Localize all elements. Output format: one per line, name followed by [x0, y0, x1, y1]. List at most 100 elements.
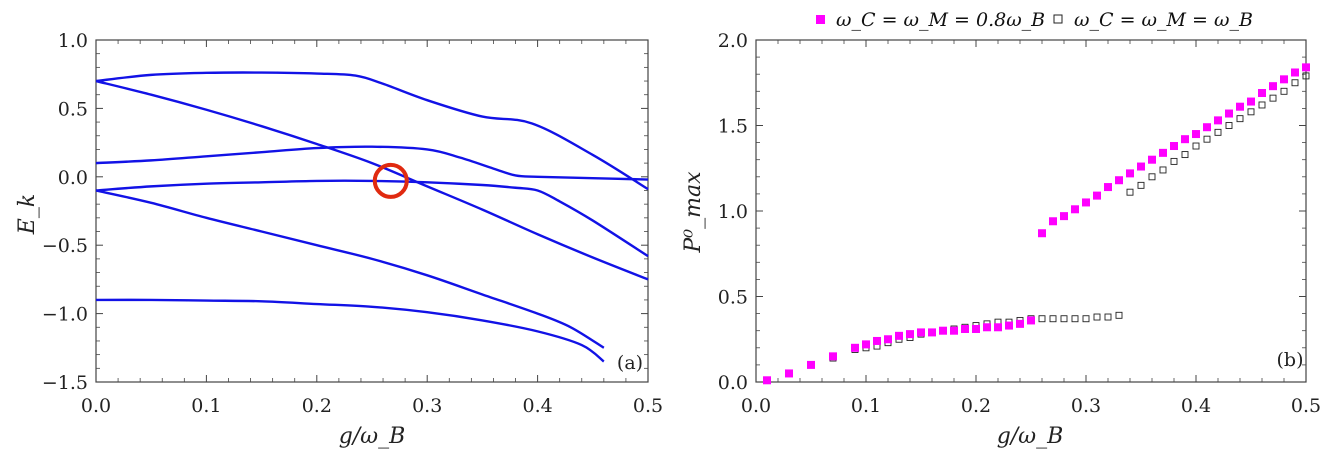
point-series-2	[1060, 315, 1068, 323]
point-series-1	[972, 324, 980, 333]
panel-b-x-tick-label: 0.3	[1071, 395, 1101, 417]
energy-level-line-1	[95, 71, 649, 191]
panel-b-x-tick-label: 0.4	[1181, 395, 1211, 417]
point-series-1	[906, 330, 914, 339]
panel-b-x-ticks: 0.0 0.1 0.2 0.3 0.4 0.5	[741, 40, 1321, 417]
panel-a-x-tick-label: 0.2	[302, 395, 332, 417]
point-series-1	[1027, 316, 1035, 325]
point-series-2	[1291, 79, 1299, 87]
point-series-1	[1258, 89, 1266, 98]
legend-label-series-1: ω_C = ω_M = 0.8ω_B	[836, 9, 1045, 31]
energy-level-line-4	[95, 179, 649, 258]
panel-a-x-axis-label: g/ω_B	[339, 424, 406, 449]
point-series-2	[1214, 128, 1222, 136]
point-series-2	[1225, 122, 1233, 129]
panel-a-label: (a)	[617, 352, 643, 374]
panel-b-x-tick-label: 0.2	[961, 395, 991, 417]
legend-marker-series-2	[1053, 14, 1063, 24]
point-series-2	[1247, 108, 1255, 116]
point-series-2	[1192, 142, 1200, 150]
point-series-1	[807, 360, 815, 369]
point-series-2	[1170, 157, 1178, 165]
point-series-1	[1247, 97, 1255, 106]
panel-b-x-tick-label: 0.0	[741, 395, 771, 417]
point-series-2	[1302, 72, 1310, 80]
panel-a-frame	[95, 39, 649, 383]
point-series-1	[1038, 229, 1046, 238]
point-series-1	[851, 343, 859, 352]
panel-a-x-ticks: 0.0 0.1 0.2 0.3 0.4 0.5	[81, 40, 663, 417]
point-series-1	[1269, 82, 1277, 91]
point-series-1	[1225, 109, 1233, 118]
panel-a-y-tick-label: 1.0	[58, 30, 88, 52]
crossing-highlight-circle	[372, 162, 409, 199]
point-series-1	[884, 335, 892, 344]
panel-b-y-tick-label: 0.0	[718, 372, 748, 394]
point-series-2	[1126, 188, 1134, 196]
panel-b-frame	[755, 39, 1307, 383]
point-series-1	[895, 331, 903, 340]
panel-a-y-tick-label: −1.0	[42, 304, 88, 326]
point-series-1	[928, 328, 936, 337]
energy-level-line-5	[95, 189, 605, 349]
point-series-1	[1170, 142, 1178, 151]
legend-marker-series-1	[816, 15, 825, 24]
point-series-1	[1115, 176, 1123, 185]
panel-b-y-tick-label: 0.5	[718, 287, 748, 309]
point-series-2	[1280, 87, 1288, 95]
panel-a-y-ticks: 1.0 0.5 0.0 −0.5 −1.0 −1.5	[42, 30, 648, 394]
point-series-1	[1137, 162, 1145, 171]
point-series-1	[1049, 217, 1057, 226]
point-series-2	[1082, 315, 1090, 323]
point-series-1	[961, 324, 969, 333]
point-series-1	[1060, 212, 1068, 221]
point-series-2	[1137, 181, 1145, 189]
point-series-1	[939, 326, 947, 335]
panel-b-y-axis-label: P⁰_max	[681, 171, 706, 254]
point-series-2	[1236, 115, 1244, 123]
panel-a-y-tick-label: 0.0	[58, 167, 88, 189]
panel-b-x-axis-label: g/ω_B	[997, 424, 1064, 449]
point-series-1	[1148, 155, 1156, 164]
point-series-1	[1005, 321, 1013, 330]
legend-label-series-2: ω_C = ω_M = ω_B	[1074, 9, 1253, 31]
point-series-1	[994, 323, 1002, 332]
panel-a-x-tick-label: 0.3	[412, 395, 442, 417]
point-series-1	[1291, 68, 1299, 77]
point-series-1	[1126, 169, 1134, 178]
point-series-1	[785, 369, 793, 378]
point-series-2	[1181, 151, 1189, 159]
panel-a-label-box	[606, 346, 644, 374]
panel-b-y-tick-label: 1.0	[718, 201, 748, 223]
point-series-2	[1038, 315, 1046, 323]
panel-a-y-tick-label: 0.5	[58, 98, 88, 120]
point-series-1	[829, 352, 837, 361]
panel-a-y-tick-label: −0.5	[42, 235, 88, 257]
point-series-2	[1258, 101, 1266, 109]
panel-b-y-tick-label: 2.0	[718, 30, 748, 52]
point-series-1	[950, 326, 958, 335]
legend: ω_C = ω_M = 0.8ω_B ω_C = ω_M = ω_B	[816, 9, 1253, 31]
point-series-1	[1203, 123, 1211, 132]
point-series-1	[983, 323, 991, 332]
point-series-1	[1302, 63, 1310, 72]
point-series-1	[1159, 148, 1167, 157]
energy-level-line-3	[95, 145, 649, 181]
panel-b-label: (b)	[1277, 349, 1304, 371]
point-series-2	[1203, 135, 1211, 143]
panel-b-x-tick-label: 0.1	[851, 395, 881, 417]
panel-a-y-tick-label: −1.5	[42, 372, 88, 394]
point-series-1	[1280, 75, 1288, 84]
point-series-1	[1082, 198, 1090, 207]
point-series-1	[1104, 183, 1112, 192]
panel-b-y-ticks: 2.0 1.5 1.0 0.5 0.0	[718, 30, 1306, 394]
point-series-1	[1214, 116, 1222, 125]
panel-a-x-tick-label: 0.1	[191, 395, 221, 417]
panel-b-x-tick-label: 0.5	[1291, 395, 1321, 417]
panel-a-y-axis-label: E_k	[15, 194, 40, 235]
point-series-1	[862, 340, 870, 349]
point-series-1	[1016, 319, 1024, 328]
point-series-1	[1181, 135, 1189, 144]
energy-level-line-2	[95, 79, 649, 281]
